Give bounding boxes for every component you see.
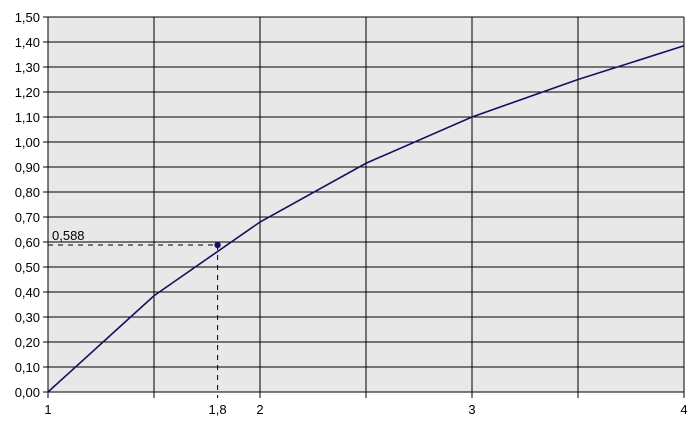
y-tick-label: 0,90 bbox=[15, 160, 40, 175]
y-tick-label: 1,10 bbox=[15, 110, 40, 125]
y-tick-label: 1,30 bbox=[15, 60, 40, 75]
y-tick-label: 1,40 bbox=[15, 35, 40, 50]
x-axis: 1 1,8 2 3 4 bbox=[44, 402, 687, 417]
y-tick-label: 0,50 bbox=[15, 260, 40, 275]
y-tick-label: 1,20 bbox=[15, 85, 40, 100]
y-tick-label: 0,10 bbox=[15, 360, 40, 375]
y-tick-label: 0,00 bbox=[15, 385, 40, 400]
series bbox=[47, 44, 685, 393]
x-tick-label: 1 bbox=[44, 402, 51, 417]
annotation-y-label: 0,588 bbox=[52, 228, 85, 243]
y-tick-label: 0,60 bbox=[15, 235, 40, 250]
y-tick-label: 0,80 bbox=[15, 185, 40, 200]
x-tick-label: 3 bbox=[468, 402, 475, 417]
x-tick-label: 2 bbox=[256, 402, 263, 417]
y-tick-label: 1,00 bbox=[15, 135, 40, 150]
y-tick-label: 0,40 bbox=[15, 285, 40, 300]
gridlines bbox=[43, 16, 685, 398]
y-axis: 0,00 0,10 0,20 0,30 0,40 0,50 0,60 0,70 0,80 0,90… bbox=[15, 10, 40, 400]
annotation-guides: 0,588 bbox=[48, 228, 219, 398]
annotation-point bbox=[214, 241, 221, 249]
y-tick-label: 0,30 bbox=[15, 310, 40, 325]
x-tick-label: 4 bbox=[680, 402, 687, 417]
x-tick-label: 1,8 bbox=[209, 402, 227, 417]
y-tick-label: 0,20 bbox=[15, 335, 40, 350]
y-tick-label: 1,50 bbox=[15, 10, 40, 25]
y-tick-label: 0,70 bbox=[15, 210, 40, 225]
series-line bbox=[47, 44, 685, 393]
